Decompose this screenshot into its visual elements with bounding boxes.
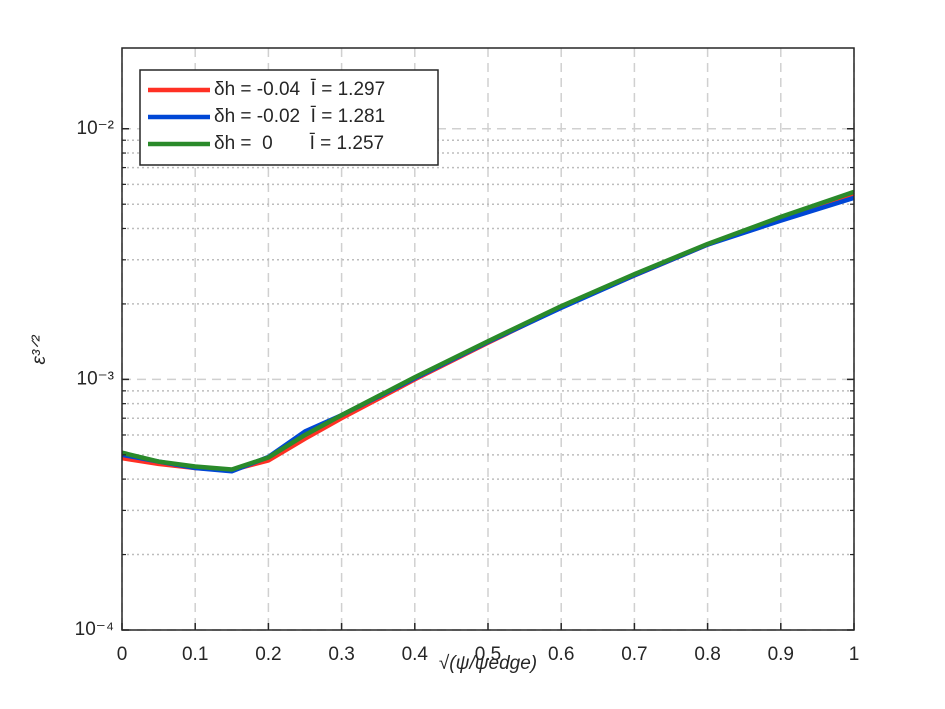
x-tick-label: 0.4 [402,644,429,665]
x-tick-label: 0.8 [694,644,720,665]
data-line [121,189,855,472]
x-tick-label: 0.9 [768,644,794,665]
x-tick-label: 0.5 [475,644,501,665]
plot [121,189,855,474]
legend-label: δh = 0 Ī = 1.257 [214,133,384,154]
y-tick-label: 10⁻³ [77,368,115,389]
x-tick-label: 1 [849,644,860,665]
x-tick-label: 0.2 [255,644,281,665]
x-tick-label: 0.7 [621,644,647,665]
x-tick-label: 0.3 [328,644,354,665]
x-tick-label: 0.6 [548,644,574,665]
x-tick-label: 0.1 [182,644,208,665]
x-axis-label: √(ψ/ψedge) [439,653,537,674]
y-tick-label: 10⁻⁴ [75,619,114,640]
legend-label: δh = -0.04 Ī = 1.297 [214,79,385,100]
y-axis-label: ε³ᐟ² [29,335,50,365]
x-tick-label: 0 [117,644,128,665]
legend-label: δh = -0.02 Ī = 1.281 [214,106,385,127]
y-tick-label: 10⁻² [77,118,115,139]
legend: δh = -0.04 Ī = 1.297 δh = -0.02 Ī = 1.281… [139,69,439,166]
